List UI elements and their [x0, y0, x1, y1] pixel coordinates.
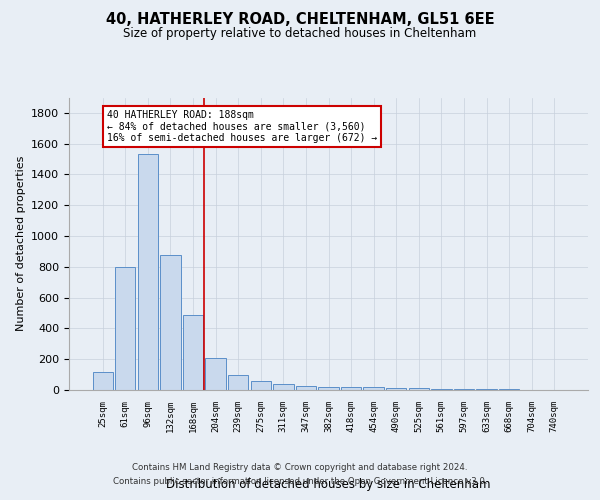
Text: 40, HATHERLEY ROAD, CHELTENHAM, GL51 6EE: 40, HATHERLEY ROAD, CHELTENHAM, GL51 6EE: [106, 12, 494, 28]
Y-axis label: Number of detached properties: Number of detached properties: [16, 156, 26, 332]
Text: Contains HM Land Registry data © Crown copyright and database right 2024.: Contains HM Land Registry data © Crown c…: [132, 464, 468, 472]
Bar: [115, 267, 136, 390]
Text: 40 HATHERLEY ROAD: 188sqm
← 84% of detached houses are smaller (3,560)
16% of se: 40 HATHERLEY ROAD: 188sqm ← 84% of detac…: [107, 110, 377, 143]
Text: Distribution of detached houses by size in Cheltenham: Distribution of detached houses by size …: [166, 478, 491, 490]
Bar: [386, 388, 406, 390]
Bar: [319, 386, 338, 390]
Bar: [273, 384, 293, 390]
Bar: [92, 372, 113, 390]
Bar: [160, 254, 181, 390]
Bar: [409, 388, 429, 390]
Bar: [454, 389, 474, 390]
Bar: [183, 314, 203, 390]
Bar: [251, 381, 271, 390]
Text: Contains public sector information licensed under the Open Government Licence v3: Contains public sector information licen…: [113, 477, 487, 486]
Bar: [205, 358, 226, 390]
Bar: [138, 154, 158, 390]
Bar: [341, 386, 361, 390]
Text: Size of property relative to detached houses in Cheltenham: Size of property relative to detached ho…: [124, 28, 476, 40]
Bar: [476, 389, 497, 390]
Bar: [228, 374, 248, 390]
Bar: [364, 387, 384, 390]
Bar: [431, 389, 452, 390]
Bar: [296, 386, 316, 390]
